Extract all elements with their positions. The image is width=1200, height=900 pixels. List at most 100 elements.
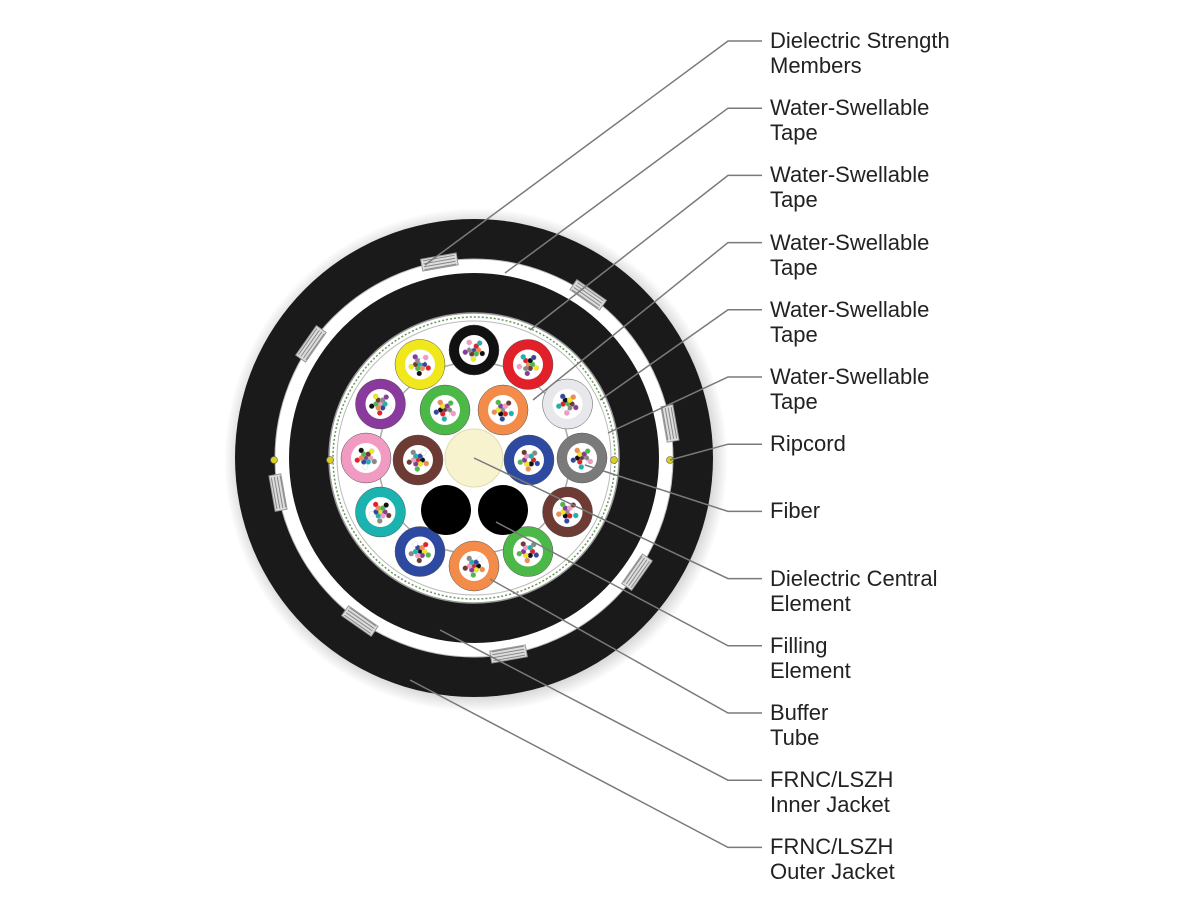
callout-label-line: Members [770, 53, 862, 78]
buffer-tube [503, 434, 555, 486]
fiber [567, 505, 573, 511]
ripcord [610, 456, 618, 464]
leader-lines [409, 40, 762, 849]
fiber [564, 410, 570, 416]
fiber [433, 409, 440, 415]
fiber [462, 349, 469, 355]
callout-label: Ripcord [770, 431, 846, 456]
fiber [368, 448, 375, 454]
fiber [419, 357, 425, 364]
fiber [502, 403, 508, 409]
fiber [386, 404, 392, 411]
fiber [573, 404, 579, 411]
fiber [379, 505, 386, 511]
fiber [462, 565, 469, 571]
leader-line [532, 241, 762, 401]
callout-label: Buffer Tube [770, 700, 828, 750]
fiber [476, 340, 483, 346]
fiber [372, 501, 379, 508]
fiber [570, 457, 577, 463]
fiber [365, 451, 371, 457]
dielectric-strength-members [268, 252, 680, 664]
buffer-tube [502, 526, 554, 577]
leader-line [473, 457, 762, 580]
fiber [473, 559, 479, 565]
callout-label: FRNC/LSZH Inner Jacket [770, 767, 893, 817]
fiber [412, 541, 418, 547]
fiber [358, 447, 364, 454]
fiber [423, 460, 430, 467]
fiber [470, 572, 477, 578]
callout-label: FRNC/LSZH Outer Jacket [770, 834, 895, 884]
fiber [491, 409, 498, 415]
fiber [564, 518, 570, 524]
leader-line [669, 443, 762, 461]
fiber [383, 394, 389, 400]
callout-label-line: Water-Swellable [770, 296, 930, 322]
strength-member [295, 324, 327, 363]
strength-member [420, 252, 459, 272]
filling-element [421, 485, 471, 535]
fiber [578, 464, 585, 470]
callout-label-line: Inner Jacket [770, 792, 890, 818]
callout-label-line: Water-Swellable [770, 229, 930, 255]
buffer-tube [419, 384, 471, 436]
fiber [527, 357, 534, 364]
fiber [410, 449, 416, 456]
fiber [517, 459, 524, 465]
fiber [379, 397, 386, 403]
callout-label: Water-Swellable Tape [770, 297, 929, 347]
leader-line [439, 629, 762, 781]
fiber [406, 459, 413, 465]
fiber [567, 397, 573, 403]
leader-line [599, 309, 762, 401]
buffer-tube [556, 432, 608, 484]
leader-line [529, 174, 762, 331]
callout-label-line: Buffer [770, 700, 829, 725]
buffer-tube [340, 432, 392, 484]
fiber [354, 457, 361, 463]
fiber [570, 394, 576, 400]
fiber [524, 557, 531, 564]
fiber [531, 450, 538, 456]
buffer-tube [448, 324, 500, 376]
fiber [450, 410, 457, 417]
fiber [479, 350, 486, 357]
fiber [574, 447, 580, 454]
buffer-tube [355, 486, 406, 538]
fiber [416, 557, 423, 564]
fiber [416, 370, 423, 377]
fiber [508, 410, 515, 417]
fiber [417, 453, 423, 459]
buffer-tube [394, 339, 446, 390]
fiber [408, 550, 415, 557]
fiber [386, 512, 392, 519]
ripcord [270, 456, 278, 464]
leader-line [424, 40, 762, 266]
fiber [587, 458, 594, 465]
callout-label: Filling Element [770, 633, 851, 683]
callout-label: Water-Swellable Tape [770, 162, 929, 212]
fiber [530, 354, 537, 361]
fiber [414, 466, 421, 472]
buffer-tube [355, 378, 406, 430]
fiber [581, 451, 588, 457]
buffer-tube [392, 434, 444, 486]
fiber [422, 354, 429, 361]
callout-label: Dielectric Central Element [770, 566, 938, 616]
callout-label: Fiber [770, 498, 820, 523]
fiber [556, 511, 562, 517]
fiber [447, 400, 454, 406]
fiber [466, 339, 472, 346]
callout-label-line: Element [770, 657, 851, 683]
fiber [495, 399, 501, 406]
fiber [520, 541, 526, 547]
buffer-tube [502, 339, 554, 390]
fiber [524, 370, 531, 377]
filling-element [478, 485, 528, 535]
fiber [559, 501, 566, 508]
callout-label: Water-Swellable Tape [770, 95, 929, 145]
fiber [441, 416, 448, 422]
fiber [372, 393, 379, 400]
leader-line [409, 679, 762, 849]
